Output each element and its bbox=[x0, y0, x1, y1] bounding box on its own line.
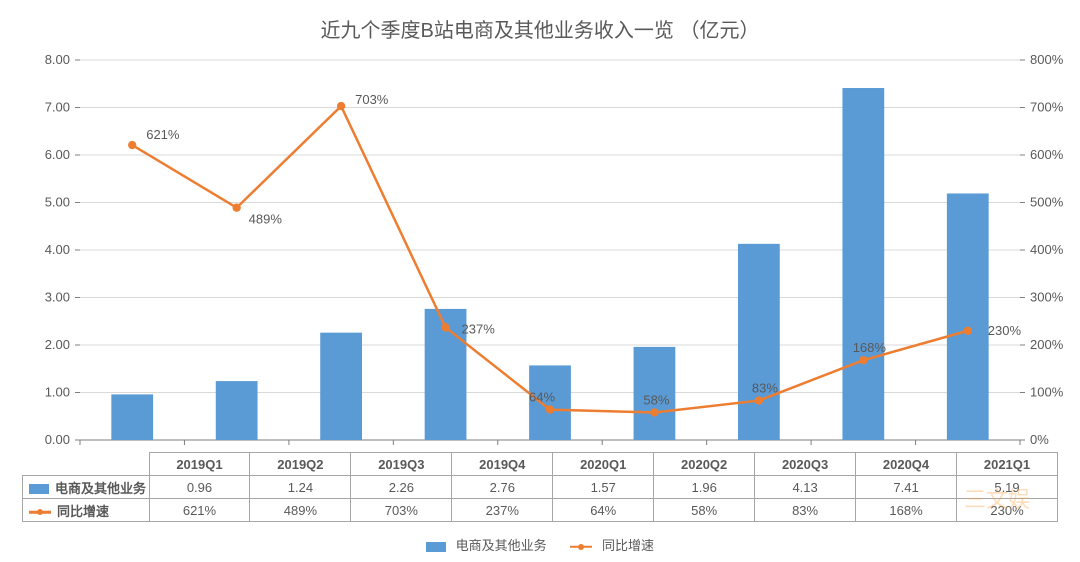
table-col-header: 2020Q4 bbox=[856, 453, 957, 476]
y-left-tick: 4.00 bbox=[45, 242, 70, 257]
y-right-tick: 100% bbox=[1030, 385, 1064, 400]
bar-swatch-icon bbox=[29, 484, 49, 494]
table-cell: 168% bbox=[856, 499, 957, 522]
table-row: 电商及其他业务0.961.242.262.761.571.964.137.415… bbox=[23, 476, 1058, 499]
table-cell: 7.41 bbox=[856, 476, 957, 499]
line-marker bbox=[755, 396, 763, 404]
bar bbox=[738, 244, 780, 440]
line-marker bbox=[441, 323, 449, 331]
bar bbox=[111, 394, 153, 440]
chart-title: 近九个季度B站电商及其他业务收入一览 （亿元） bbox=[0, 14, 1080, 43]
table-corner bbox=[23, 453, 150, 476]
bar bbox=[842, 88, 884, 440]
table-cell: 1.57 bbox=[553, 476, 654, 499]
legend-line: 同比增速 bbox=[570, 538, 654, 553]
table-cell: 58% bbox=[654, 499, 755, 522]
line-point-label: 703% bbox=[355, 92, 389, 107]
y-right-tick: 0% bbox=[1030, 432, 1049, 447]
table-cell: 1.96 bbox=[654, 476, 755, 499]
bar bbox=[216, 381, 258, 440]
line-point-label: 489% bbox=[249, 212, 283, 227]
table-cell: 230% bbox=[957, 499, 1058, 522]
row-header-line: 同比增速 bbox=[23, 499, 150, 522]
table-col-header: 2020Q2 bbox=[654, 453, 755, 476]
table-col-header: 2019Q3 bbox=[351, 453, 452, 476]
table-cell: 1.24 bbox=[250, 476, 351, 499]
y-right-tick: 500% bbox=[1030, 195, 1064, 210]
table-cell: 621% bbox=[149, 499, 250, 522]
chart-plot-area: 0.001.002.003.004.005.006.007.008.000%10… bbox=[80, 60, 1020, 440]
y-left-tick: 7.00 bbox=[45, 100, 70, 115]
y-right-tick: 300% bbox=[1030, 290, 1064, 305]
y-left-tick: 2.00 bbox=[45, 337, 70, 352]
line-point-label: 58% bbox=[643, 392, 669, 407]
y-left-tick: 0.00 bbox=[45, 432, 70, 447]
bar-swatch-icon bbox=[426, 542, 446, 552]
line-marker bbox=[546, 405, 554, 413]
y-left-tick: 6.00 bbox=[45, 147, 70, 162]
y-left-tick: 5.00 bbox=[45, 195, 70, 210]
table-col-header: 2021Q1 bbox=[957, 453, 1058, 476]
bar bbox=[320, 333, 362, 440]
line-marker bbox=[859, 356, 867, 364]
line-swatch-icon bbox=[570, 542, 592, 552]
y-left-tick: 3.00 bbox=[45, 290, 70, 305]
line-point-label: 64% bbox=[529, 390, 555, 405]
legend-bar-label: 电商及其他业务 bbox=[456, 538, 547, 553]
table-cell: 2.26 bbox=[351, 476, 452, 499]
table-col-header: 2019Q2 bbox=[250, 453, 351, 476]
line-marker bbox=[128, 141, 136, 149]
bar bbox=[947, 193, 989, 440]
line-point-label: 83% bbox=[752, 381, 778, 396]
chart-title-text: 近九个季度B站电商及其他业务收入一览 （亿元） bbox=[321, 20, 760, 42]
y-left-tick: 1.00 bbox=[45, 385, 70, 400]
chart-svg: 0.001.002.003.004.005.006.007.008.000%10… bbox=[80, 60, 1020, 440]
line-marker bbox=[964, 327, 972, 335]
line-point-label: 621% bbox=[146, 127, 180, 142]
line-marker bbox=[337, 102, 345, 110]
legend-bar: 电商及其他业务 bbox=[426, 538, 550, 553]
y-right-tick: 600% bbox=[1030, 147, 1064, 162]
table-cell: 4.13 bbox=[755, 476, 856, 499]
table-row: 同比增速621%489%703%237%64%58%83%168%230% bbox=[23, 499, 1058, 522]
table-cell: 64% bbox=[553, 499, 654, 522]
y-right-tick: 700% bbox=[1030, 100, 1064, 115]
data-table: 2019Q12019Q22019Q32019Q42020Q12020Q22020… bbox=[22, 452, 1058, 522]
line-point-label: 230% bbox=[988, 323, 1022, 338]
table-col-header: 2020Q1 bbox=[553, 453, 654, 476]
table-cell: 489% bbox=[250, 499, 351, 522]
y-right-tick: 400% bbox=[1030, 242, 1064, 257]
row-header-bar: 电商及其他业务 bbox=[23, 476, 150, 499]
table-cell: 83% bbox=[755, 499, 856, 522]
table-col-header: 2019Q1 bbox=[149, 453, 250, 476]
table-cell: 703% bbox=[351, 499, 452, 522]
line-marker bbox=[233, 204, 241, 212]
y-left-tick: 8.00 bbox=[45, 52, 70, 67]
table-cell: 2.76 bbox=[452, 476, 553, 499]
table-cell: 0.96 bbox=[149, 476, 250, 499]
table-cell: 5.19 bbox=[957, 476, 1058, 499]
figure-root: { "title": "近九个季度B站电商及其他业务收入一览 （亿元）", "t… bbox=[0, 0, 1080, 562]
y-right-tick: 800% bbox=[1030, 52, 1064, 67]
table-col-header: 2020Q3 bbox=[755, 453, 856, 476]
table-col-header: 2019Q4 bbox=[452, 453, 553, 476]
line-marker bbox=[650, 408, 658, 416]
table-header-row: 2019Q12019Q22019Q32019Q42020Q12020Q22020… bbox=[23, 453, 1058, 476]
y-right-tick: 200% bbox=[1030, 337, 1064, 352]
legend-footer: 电商及其他业务 同比增速 bbox=[0, 535, 1080, 554]
legend-line-label: 同比增速 bbox=[602, 538, 654, 553]
line-swatch-icon bbox=[29, 507, 51, 517]
table-cell: 237% bbox=[452, 499, 553, 522]
line-point-label: 168% bbox=[853, 340, 887, 355]
line-point-label: 237% bbox=[462, 321, 496, 336]
